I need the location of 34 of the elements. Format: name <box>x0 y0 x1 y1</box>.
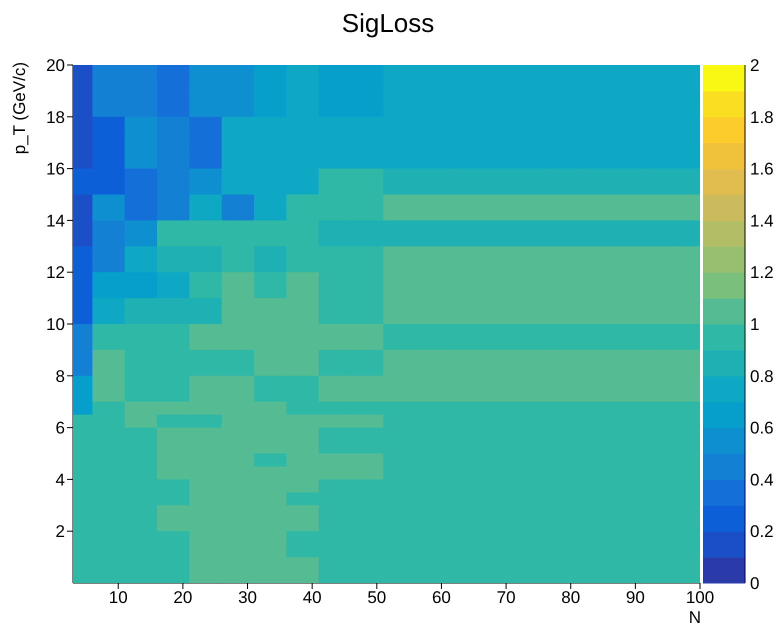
x-tick-label: 20 <box>173 588 192 608</box>
color-bar-label: 0.6 <box>750 418 774 438</box>
color-bar-label: 0 <box>750 574 760 594</box>
color-bar-label: 1.2 <box>750 263 774 282</box>
color-bar-label: 1.6 <box>750 160 774 179</box>
color-bar-label: 0.4 <box>750 470 774 490</box>
y-tick-label: 2 <box>56 522 65 542</box>
x-tick-label: 80 <box>561 588 580 608</box>
y-tick-label: 14 <box>46 211 65 230</box>
x-tick-label: 70 <box>496 588 516 608</box>
y-tick-label: 6 <box>56 418 65 438</box>
x-tick-label: 10 <box>108 588 128 608</box>
color-bar-label: 0.2 <box>750 522 774 542</box>
color-bar-label: 1.4 <box>750 211 774 230</box>
y-tick-label: 10 <box>46 315 65 334</box>
x-tick-label: 60 <box>432 588 451 608</box>
color-bar-label: 1 <box>750 315 760 334</box>
y-tick-label: 18 <box>46 108 65 127</box>
color-bar-label: 1.8 <box>750 108 774 127</box>
y-tick-label: 20 <box>46 56 65 76</box>
x-tick-label: 40 <box>302 588 322 608</box>
y-tick-label: 12 <box>46 263 65 282</box>
color-bar-label: 2 <box>750 56 760 76</box>
x-tick-label: 30 <box>238 588 257 608</box>
x-tick-label: 50 <box>367 588 386 608</box>
x-axis-title: N <box>688 608 701 628</box>
y-tick-label: 4 <box>56 470 65 490</box>
y-tick-label: 16 <box>46 160 65 179</box>
x-tick-label: 90 <box>626 588 645 608</box>
x-tick-label: 100 <box>686 588 714 608</box>
chart-title: SigLoss <box>340 8 436 39</box>
color-bar-label: 0.8 <box>750 366 774 386</box>
y-axis-title: p_T (GeV/c) <box>10 62 30 154</box>
y-tick-label: 8 <box>56 366 65 386</box>
